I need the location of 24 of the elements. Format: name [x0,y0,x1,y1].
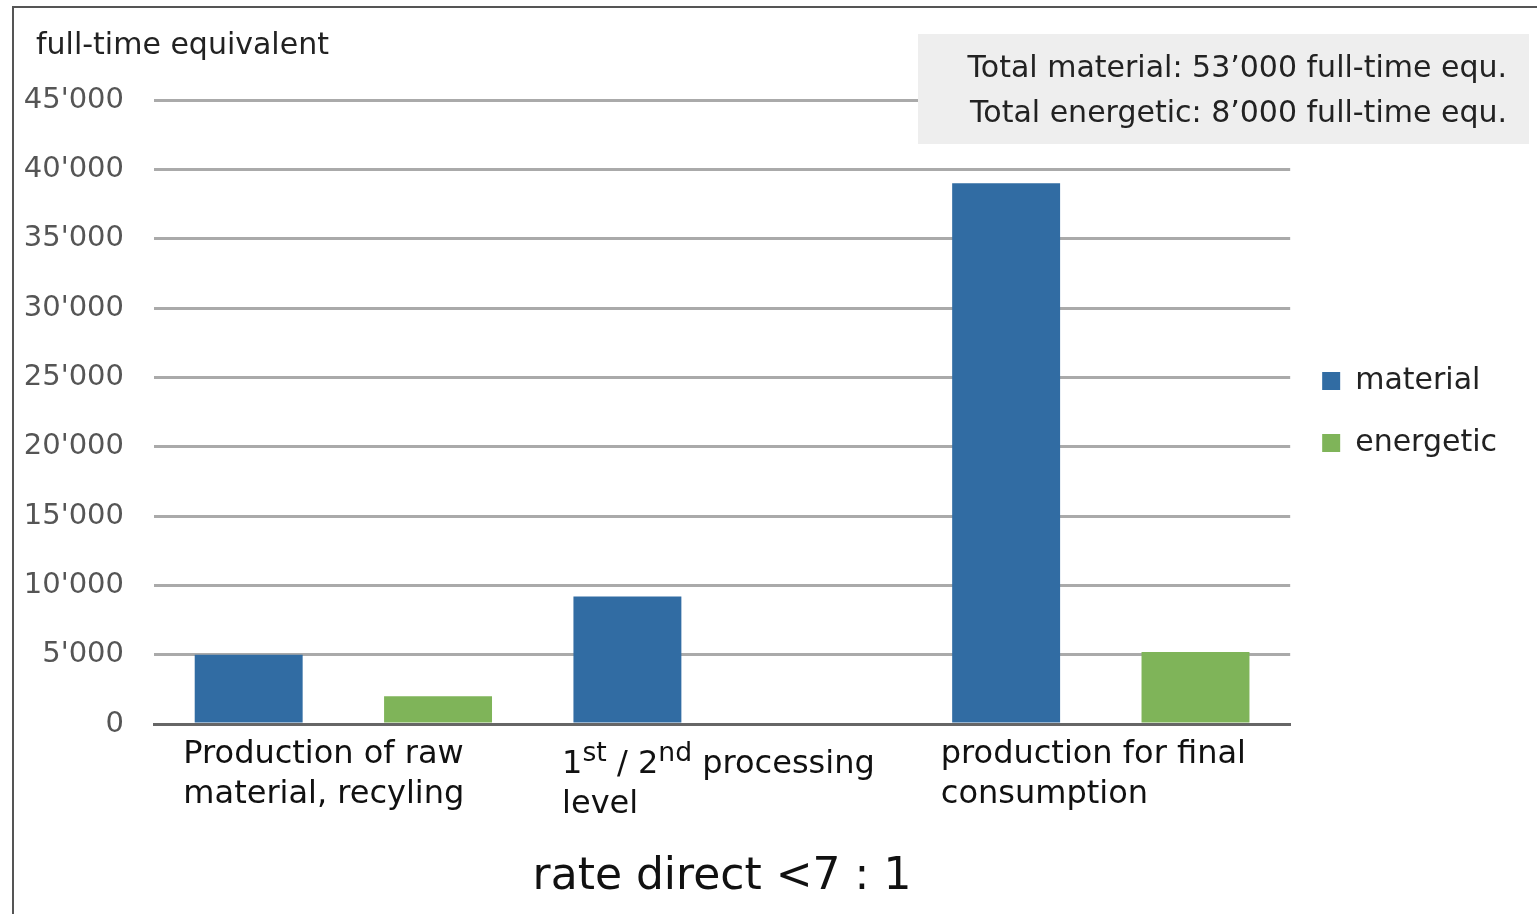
y-tick-label: 25'000 [23,357,124,392]
text: rate direct <7 : 1 [532,848,912,899]
bar [384,696,493,723]
x-tick-label: production for final consumption [940,732,1247,812]
legend-label: material [1355,360,1481,396]
legend-label: energetic [1355,422,1497,458]
y-tick-label: 45'000 [23,80,124,115]
bar [194,654,303,723]
bar [573,596,682,723]
y-tick-label: 0 [105,704,124,739]
annotation: Total energetic: 8’000 full-time equ. [969,93,1507,131]
y-axis-title: full-time equivalent [36,26,329,61]
category-label: 1$^{st}$ / 2$^{nd}$ processing level [562,736,875,821]
y-tick-label: 10'000 [23,565,124,600]
y-tick-label: 35'000 [23,219,124,254]
bar [952,183,1061,723]
y-tick-label: 20'000 [23,427,124,462]
bar [1141,651,1250,723]
y-tick-label: 15'000 [23,496,124,531]
y-tick-label: 5'000 [42,635,124,670]
x-tick-label: Production of raw material, recyling [183,732,466,812]
text: Total material: 53’000 full-time equ. [967,48,1507,86]
y-tick-label: 30'000 [23,288,124,323]
y-tick-label: 40'000 [23,149,124,184]
